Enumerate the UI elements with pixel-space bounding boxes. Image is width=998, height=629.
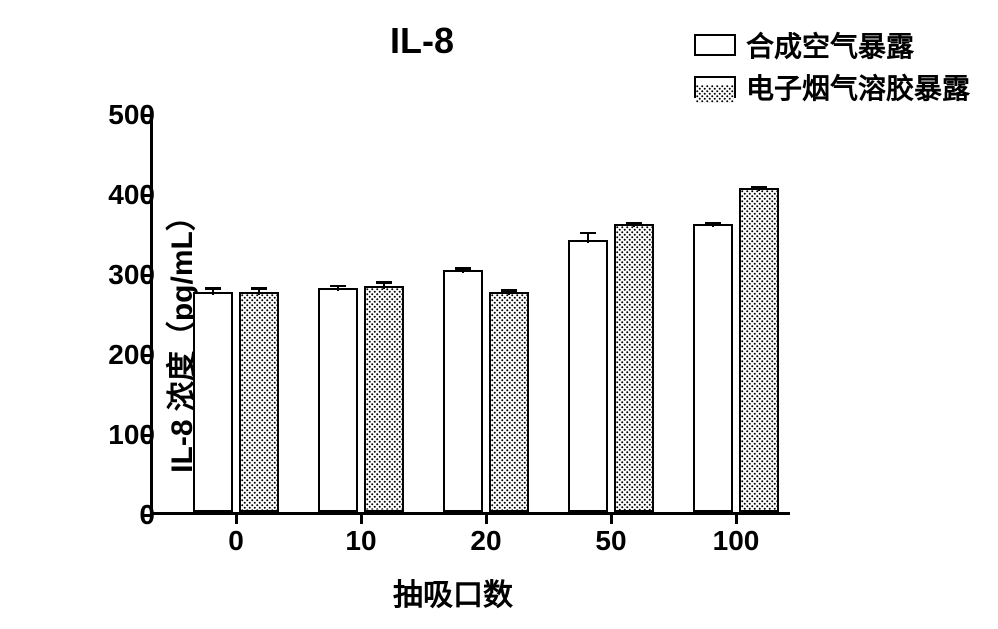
error-cap	[705, 222, 721, 225]
error-cap	[580, 232, 596, 235]
x-tick	[235, 512, 238, 524]
x-tick-label: 20	[470, 525, 501, 557]
x-axis-title: 抽吸口数	[393, 570, 513, 614]
error-cap	[626, 222, 642, 225]
bar	[614, 224, 654, 512]
x-tick	[360, 512, 363, 524]
y-tick-label: 100	[108, 419, 155, 451]
bar	[443, 270, 483, 512]
error-cap	[376, 281, 392, 284]
legend-item-1: 电子烟气溶胶暴露	[694, 67, 970, 107]
legend-label-1: 电子烟气溶胶暴露	[746, 67, 970, 107]
legend-label-0: 合成空气暴露	[746, 25, 914, 65]
y-tick-label: 0	[139, 499, 155, 531]
legend-swatch-dotted	[694, 76, 736, 98]
error-cap	[205, 287, 221, 290]
x-tick	[610, 512, 613, 524]
bar	[364, 286, 404, 512]
y-tick-label: 300	[108, 259, 155, 291]
legend-swatch-white	[694, 34, 736, 56]
chart-container: IL-8 合成空气暴露 电子烟气溶胶暴露 IL-8 浓度（pg/mL） 抽吸口数…	[130, 20, 970, 610]
x-tick	[485, 512, 488, 524]
bar	[568, 240, 608, 512]
bar	[489, 292, 529, 512]
bar	[693, 224, 733, 512]
legend: 合成空气暴露 电子烟气溶胶暴露	[694, 25, 970, 109]
error-cap	[455, 267, 471, 270]
y-tick-label: 500	[108, 99, 155, 131]
x-tick-label: 50	[595, 525, 626, 557]
bar	[739, 188, 779, 512]
y-tick-label: 400	[108, 179, 155, 211]
error-cap	[251, 287, 267, 290]
y-tick-label: 200	[108, 339, 155, 371]
error-cap	[501, 289, 517, 292]
error-cap	[751, 186, 767, 189]
x-tick-label: 10	[345, 525, 376, 557]
bar	[193, 292, 233, 512]
x-tick-label: 100	[713, 525, 760, 557]
bar	[239, 292, 279, 512]
x-tick	[735, 512, 738, 524]
chart-title: IL-8	[390, 20, 454, 62]
error-cap	[330, 285, 346, 288]
bar	[318, 288, 358, 512]
legend-item-0: 合成空气暴露	[694, 25, 970, 65]
x-tick-label: 0	[228, 525, 244, 557]
plot-area: IL-8 浓度（pg/mL） 抽吸口数 01002003004005000102…	[150, 115, 790, 515]
